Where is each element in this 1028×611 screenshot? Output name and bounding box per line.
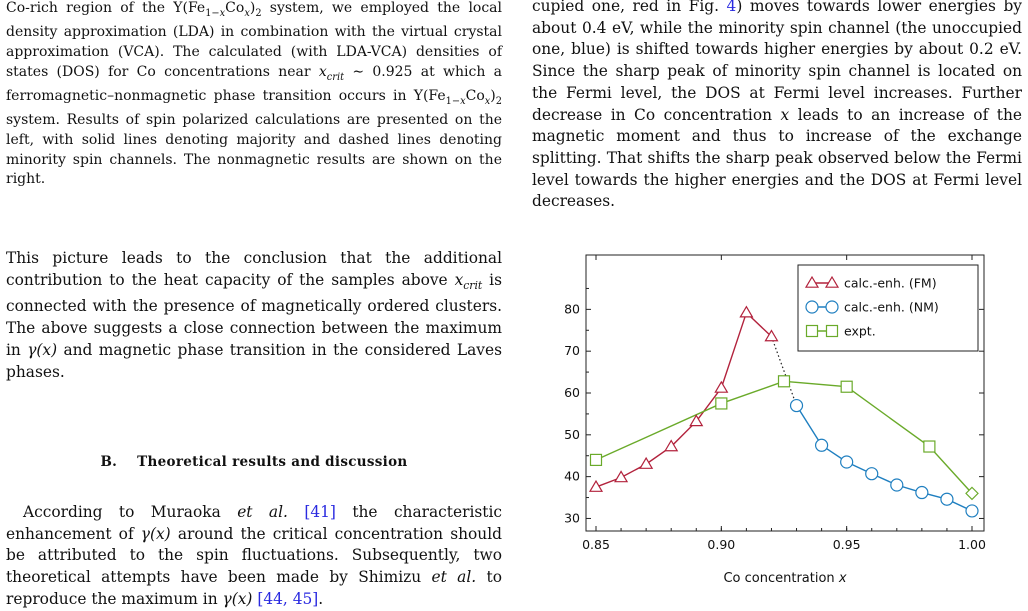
data-point-circle — [965, 504, 979, 518]
figure-ref-link[interactable]: 4 — [726, 0, 737, 15]
y-tick-label: 30 — [564, 510, 580, 525]
data-point-triangle — [614, 470, 629, 483]
data-point-circle — [815, 438, 829, 452]
series-line-triangle — [595, 311, 772, 488]
legend: calc.-enh. (FM) calc.-enh. (NM) expt. — [797, 264, 979, 352]
x-axis-label: Co concentration x — [723, 571, 846, 586]
data-point-circle — [840, 455, 854, 469]
data-point-circle — [940, 492, 954, 506]
data-point-circle — [915, 485, 929, 500]
data-point-triangle — [588, 479, 604, 492]
data-point-square — [840, 380, 853, 393]
citation-links[interactable]: [44, 45] — [257, 589, 319, 608]
x-tick-label: 0.95 — [833, 537, 861, 552]
transition-connector — [770, 336, 798, 406]
paragraph-dos: cupied one, red in Fig. 4) moves towards… — [532, 0, 1022, 213]
data-point-triangle — [664, 439, 679, 452]
citation-link[interactable]: [41] — [304, 503, 336, 521]
legend-marker — [805, 300, 819, 314]
y-tick-label: 80 — [564, 301, 580, 316]
data-point-square — [777, 375, 791, 388]
data-point-square — [589, 453, 603, 467]
y-tick-label: 70 — [564, 343, 580, 358]
paragraph-theory: According to Muraoka et al. [41] the cha… — [6, 503, 502, 608]
data-point-triangle — [639, 456, 654, 469]
legend-marker — [825, 300, 839, 314]
legend-marker — [804, 275, 820, 288]
section-heading: B. Theoretical results and discussion — [100, 454, 408, 470]
x-tick-label: 0.90 — [707, 537, 735, 552]
legend-marker — [824, 275, 840, 288]
data-point-circle — [865, 467, 879, 481]
legend-label: calc.-enh. (NM) — [844, 300, 939, 315]
gamma-vs-co-chart: 0.85 0.90 0.95 1.00 30 40 50 60 70 80 Co concentr… — [564, 254, 986, 586]
data-point-circle — [789, 398, 804, 413]
data-point-square — [965, 486, 979, 501]
data-point-circle — [890, 478, 904, 492]
legend-label: expt. — [844, 324, 876, 339]
legend-label: calc.-enh. (FM) — [844, 276, 937, 291]
legend-marker — [825, 324, 839, 338]
x-tick-label: 0.85 — [582, 537, 610, 552]
data-point-square — [715, 397, 728, 410]
data-point-triangle — [714, 380, 729, 393]
y-tick-label: 60 — [564, 385, 580, 400]
data-point-triangle — [764, 329, 779, 342]
data-point-triangle — [739, 305, 754, 318]
y-tick-label: 50 — [564, 427, 580, 442]
series-line-square — [595, 380, 973, 494]
data-point-triangle — [689, 414, 704, 427]
legend-marker — [805, 324, 819, 338]
figure-caption: Co-rich region of the Y(Fe1−xCox)2 syste… — [6, 0, 503, 188]
y-tick-label: 40 — [564, 469, 580, 484]
data-point-square — [923, 440, 936, 453]
paragraph-heat-capacity: This picture leads to the conclusion tha… — [6, 249, 502, 381]
x-tick-label: 1.00 — [958, 537, 986, 552]
